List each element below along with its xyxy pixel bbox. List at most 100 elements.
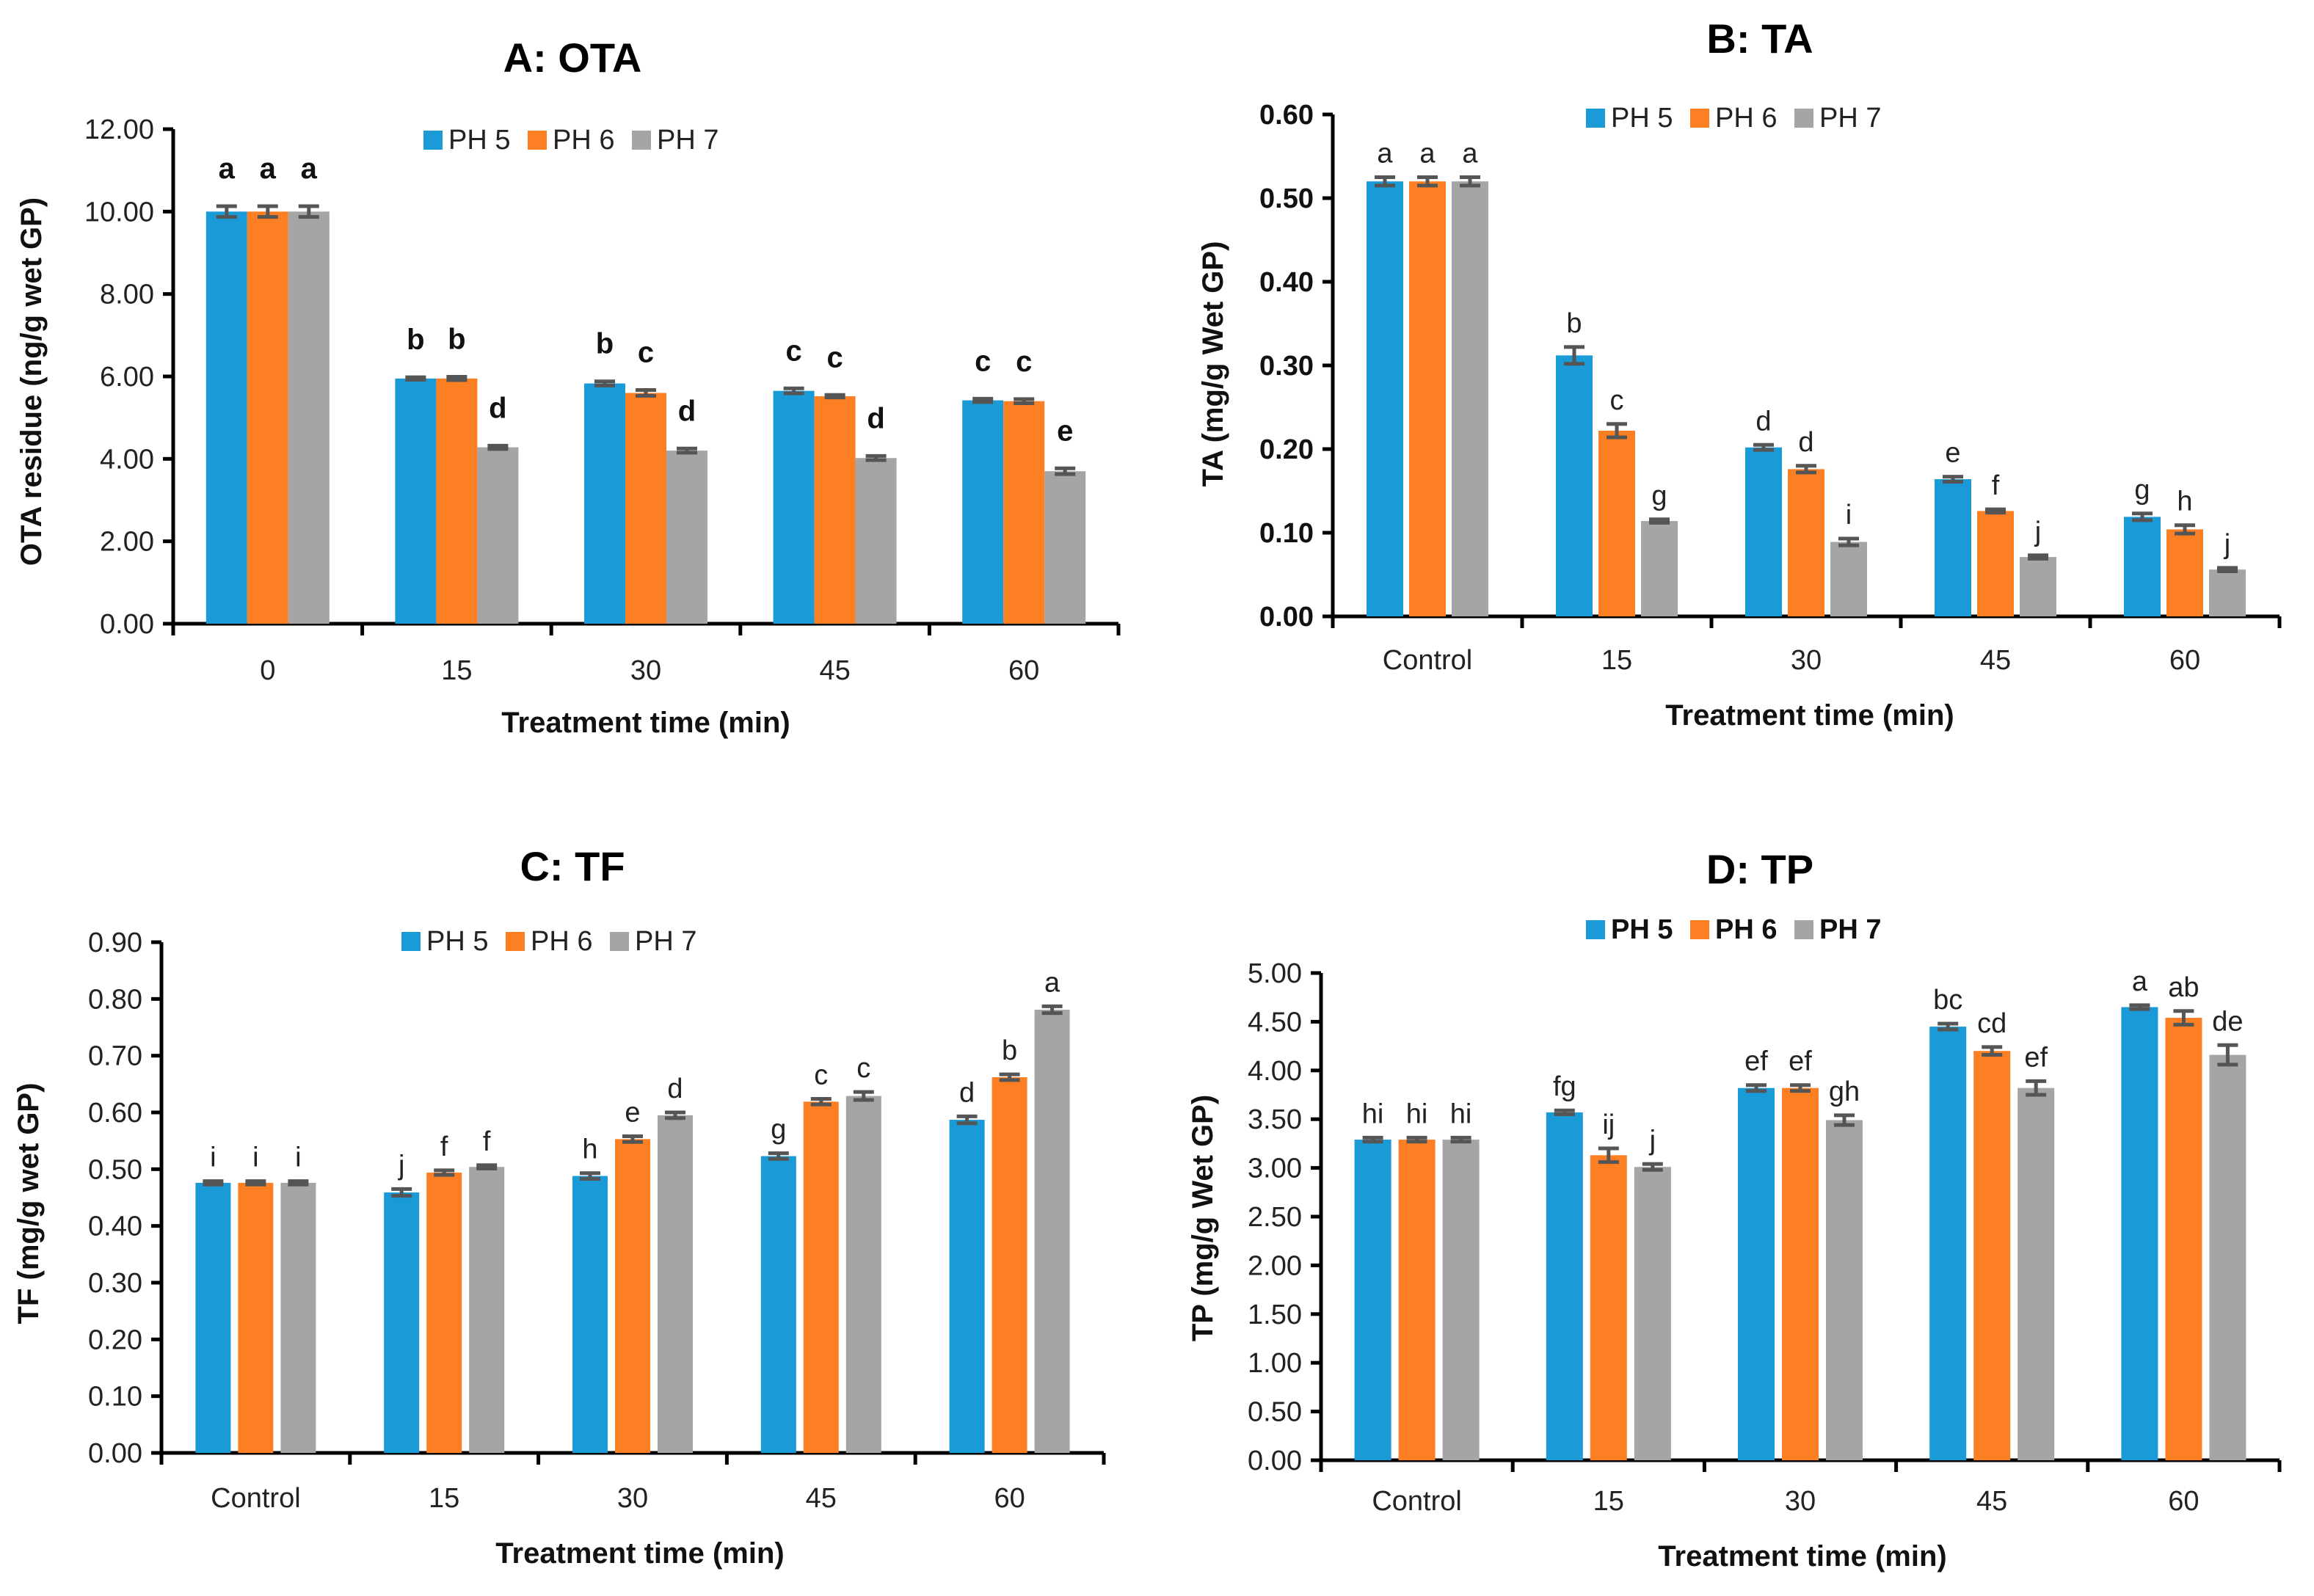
- significance-letter: c: [826, 341, 843, 374]
- error-bar: [999, 1072, 1020, 1082]
- significance-letter: f: [1992, 470, 2000, 501]
- error-bar: [203, 1179, 224, 1187]
- significance-letter: d: [959, 1077, 975, 1108]
- error-bar: [1985, 507, 2006, 515]
- bar-ph6-45: [1973, 1051, 2011, 1460]
- y-tick-label: 4.50: [1248, 1007, 1302, 1038]
- error-bar: [2132, 511, 2153, 522]
- error-bar: [1746, 1083, 1767, 1093]
- chart-title: D: TP: [1706, 846, 1813, 892]
- bar-ph6-15: [1590, 1155, 1627, 1460]
- bar-ph5-60: [2121, 1007, 2158, 1460]
- legend-swatch: [1794, 920, 1813, 939]
- bar-ph5-30: [1745, 447, 1782, 616]
- bar-ph7-30: [658, 1115, 693, 1453]
- bar-ph5-0: [205, 211, 247, 624]
- y-tick-label: 0.20: [88, 1324, 142, 1355]
- significance-letter: hi: [1450, 1098, 1472, 1129]
- bar-ph7-control: [1442, 1140, 1480, 1460]
- error-bar: [2175, 523, 2195, 536]
- y-tick-label: 0.80: [88, 984, 142, 1015]
- error-bar: [1943, 475, 1963, 484]
- y-tick-label: 10.00: [84, 197, 154, 227]
- error-bar: [298, 204, 319, 219]
- x-tick-label: Control: [1383, 645, 1473, 676]
- significance-letter: ef: [1789, 1046, 1812, 1077]
- error-bar: [1834, 1113, 1855, 1127]
- significance-letter: h: [2177, 487, 2192, 517]
- error-bar: [1460, 175, 1480, 188]
- significance-letter: c: [975, 345, 991, 377]
- bar-ph5-30: [584, 383, 625, 624]
- bar-ph7-15: [469, 1167, 505, 1453]
- legend-label: PH 7: [1819, 103, 1881, 134]
- significance-letter: a: [219, 153, 236, 185]
- legend-label: PH 7: [635, 926, 696, 957]
- x-tick-label: 30: [617, 1483, 648, 1514]
- y-tick-label: 3.00: [1248, 1154, 1302, 1184]
- y-tick-label: 0.10: [1259, 518, 1314, 549]
- error-bar: [677, 446, 697, 455]
- x-tick-label: 60: [2168, 1486, 2199, 1517]
- y-tick-label: 0.90: [88, 928, 142, 958]
- significance-letter: i: [252, 1143, 258, 1173]
- bar-ph7-60: [2209, 1054, 2246, 1460]
- bar-ph6-60: [2166, 529, 2203, 616]
- bar-ph6-0: [247, 211, 288, 624]
- error-bar: [1938, 1021, 1959, 1032]
- error-bar: [1055, 466, 1076, 476]
- error-bar: [956, 1114, 978, 1126]
- significance-letter: hi: [1362, 1098, 1384, 1129]
- legend-label: PH 5: [1611, 914, 1673, 945]
- error-bar: [434, 1168, 455, 1177]
- x-tick-label: 45: [819, 655, 850, 686]
- bar-ph7-45: [855, 458, 897, 624]
- bar-ph7-30: [1826, 1120, 1863, 1460]
- significance-letter: g: [2134, 475, 2150, 506]
- significance-letter: bc: [1933, 985, 1962, 1016]
- error-bar: [1642, 1162, 1663, 1172]
- error-bar: [1649, 517, 1670, 525]
- bar-ph7-0: [288, 211, 330, 624]
- bar-ph6-60: [1003, 401, 1045, 624]
- error-bar: [622, 1134, 643, 1144]
- chart-title: A: OTA: [503, 34, 642, 81]
- error-bar: [2173, 1009, 2194, 1027]
- legend-swatch: [610, 932, 629, 951]
- x-tick-label: 0: [260, 655, 275, 686]
- bar-ph5-45: [1935, 479, 1971, 616]
- error-bar: [446, 375, 467, 382]
- error-bar: [1753, 442, 1774, 452]
- y-tick-label: 2.00: [1248, 1250, 1302, 1281]
- significance-letter: j: [2224, 529, 2230, 560]
- error-bar: [288, 1179, 309, 1187]
- x-axis-label: Treatment time (min): [1665, 699, 1954, 732]
- error-bar: [1450, 1135, 1471, 1144]
- bar-ph7-control: [1452, 181, 1488, 616]
- error-bar: [487, 443, 509, 451]
- legend-swatch: [528, 131, 547, 150]
- bar-ph5-control: [195, 1182, 231, 1453]
- significance-letter: ef: [1744, 1046, 1768, 1077]
- legend-swatch: [1586, 109, 1605, 128]
- legend-swatch: [632, 131, 651, 150]
- error-bar: [391, 1187, 412, 1198]
- significance-letter: a: [2132, 966, 2148, 997]
- significance-letter: j: [398, 1150, 404, 1181]
- y-tick-label: 6.00: [100, 362, 154, 393]
- significance-letter: fg: [1553, 1071, 1576, 1102]
- error-bar: [1838, 536, 1859, 547]
- y-axis-label: TA (mg/g Wet GP): [1197, 241, 1229, 487]
- error-bar: [665, 1110, 685, 1121]
- bar-ph7-15: [1634, 1167, 1671, 1460]
- y-tick-label: 2.50: [1248, 1202, 1302, 1233]
- y-tick-label: 1.50: [1248, 1300, 1302, 1330]
- bar-ph6-control: [1409, 181, 1446, 616]
- x-tick-label: 60: [2169, 645, 2200, 676]
- legend-item: PH 5: [423, 125, 510, 156]
- significance-letter: c: [814, 1060, 828, 1090]
- significance-letter: a: [1419, 139, 1436, 170]
- error-bar: [2217, 566, 2238, 573]
- y-tick-label: 1.00: [1248, 1348, 1302, 1379]
- significance-letter: b: [1566, 308, 1582, 339]
